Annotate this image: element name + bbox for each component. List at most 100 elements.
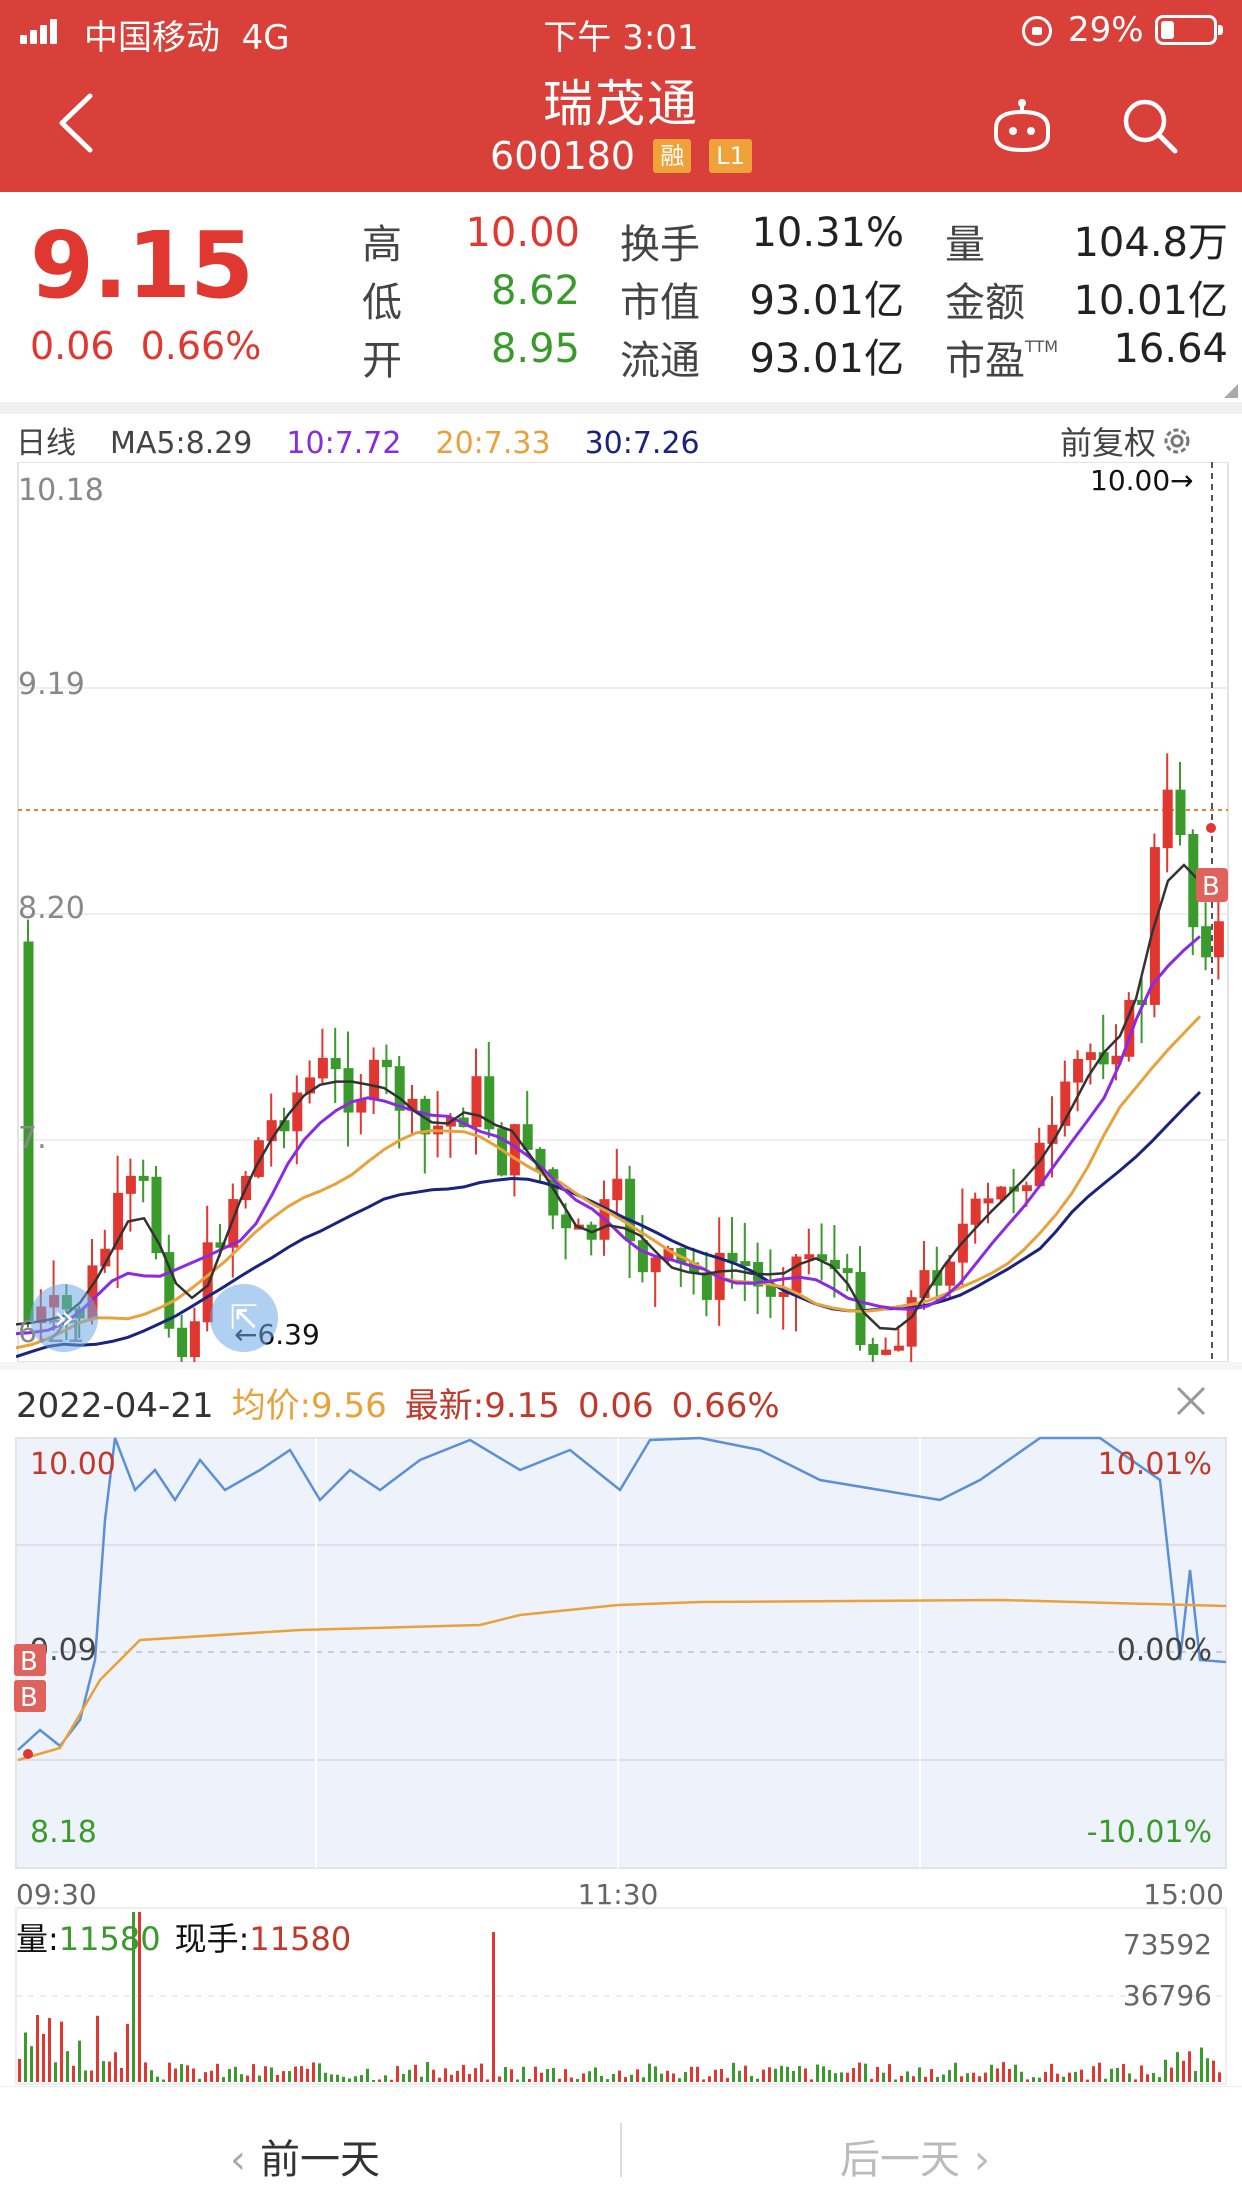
volume-bar: [276, 2074, 279, 2082]
expand-corner-icon[interactable]: [1224, 384, 1238, 398]
ma10-line: [16, 935, 1201, 1336]
turnover-label: 换手: [620, 222, 700, 268]
volume-bar: [300, 2066, 303, 2082]
volume-bar: [654, 2066, 657, 2082]
volume-bar: [210, 2070, 213, 2082]
volume-bar: [552, 2068, 555, 2082]
volume-bar: [1170, 2067, 1173, 2082]
volume-bar: [774, 2068, 777, 2082]
candle-body: [893, 1345, 904, 1351]
volume-bar: [1176, 2052, 1179, 2082]
volume-bar: [834, 2073, 837, 2082]
candle-body: [650, 1257, 661, 1273]
adjust-button[interactable]: 前复权: [1060, 418, 1194, 464]
volume-bar: [708, 2076, 711, 2082]
volume-bar: [1212, 2060, 1215, 2082]
candle-body: [945, 1261, 956, 1286]
volume-bar: [678, 2078, 681, 2082]
candle-body: [996, 1186, 1007, 1200]
prev-day-button[interactable]: ‹ 前一天: [230, 2127, 380, 2185]
y-axis-mid2: 8.20: [18, 891, 85, 926]
volume-bar: [780, 2065, 783, 2082]
volume-bar: [84, 2070, 87, 2082]
volume-bar: [1206, 2058, 1209, 2082]
volume-bar: [966, 2073, 969, 2082]
volume-bar: [900, 2075, 903, 2082]
volume-bar: [330, 2074, 333, 2082]
battery-icon: [1155, 15, 1223, 45]
volume-bar: [1134, 2079, 1137, 2082]
status-bar: 中国移动 4G 下午 3:01 29%: [0, 0, 1242, 62]
volume-bar: [672, 2073, 675, 2082]
volume-bar: [642, 2077, 645, 2082]
volume-bar: [510, 2069, 513, 2082]
candle-body: [1021, 1185, 1032, 1192]
period-label[interactable]: 日线: [16, 426, 76, 461]
pe-value: 16.64: [1113, 326, 1228, 372]
volume-bar: [336, 2074, 339, 2082]
robot-assistant-button[interactable]: [990, 98, 1054, 154]
close-button[interactable]: [1170, 1380, 1212, 1422]
ma30-legend: 30:7.26: [584, 426, 700, 461]
amount-value: 10.01亿: [1073, 278, 1228, 324]
scroll-left-button[interactable]: »: [30, 1284, 98, 1352]
intraday-divider: [0, 1362, 1242, 1370]
volume-bar: [24, 2032, 27, 2082]
y-axis-mid3: 7.: [18, 1121, 47, 1156]
volume-bar: [402, 2073, 405, 2082]
price-change: 0.06: [30, 324, 115, 368]
volume-bar: [456, 2070, 459, 2082]
volume-bar: [426, 2062, 429, 2082]
volume-max: 73592: [1123, 1928, 1212, 1961]
buy-point-dot: [1206, 823, 1216, 833]
volume-bar: [726, 2077, 729, 2082]
volume-bar: [618, 2070, 621, 2082]
volume-bar: [894, 2079, 897, 2082]
high-marker: 10.00→: [1090, 464, 1194, 497]
candle-body: [484, 1076, 495, 1130]
volume-bar: [846, 2072, 849, 2082]
volume-bar: [78, 2040, 81, 2082]
volume-bar: [738, 2070, 741, 2082]
volume-bar: [696, 2066, 699, 2082]
candle-body: [612, 1178, 623, 1201]
search-icon: [1123, 99, 1178, 154]
candle-body: [202, 1242, 213, 1323]
candle-body: [778, 1291, 789, 1297]
volume-bar: [684, 2072, 687, 2082]
volume-bar: [978, 2076, 981, 2082]
candle-body: [177, 1327, 188, 1358]
next-day-button[interactable]: 后一天 ›: [840, 2127, 990, 2185]
candle-body: [561, 1214, 572, 1229]
last-price: 最新:9.15: [404, 1386, 560, 1426]
expand-button[interactable]: ⇱: [210, 1284, 278, 1352]
volume-bar: [1140, 2065, 1143, 2082]
volume-bar: [1182, 2060, 1185, 2082]
intraday-chart[interactable]: 10.00 9.09 8.18 10.01% 0.00% -10.01% B B…: [0, 1430, 1242, 2200]
intraday-avg-line: [17, 1598, 1227, 1762]
volume-bar: [534, 2066, 537, 2082]
volume-bar: [1008, 2068, 1011, 2082]
intraday-buy-marker-1: B: [20, 1647, 38, 1677]
candle-body: [189, 1321, 200, 1358]
volume-bar: [564, 2069, 567, 2082]
volume-bar: [522, 2066, 525, 2082]
volume-bar: [348, 2078, 351, 2082]
intraday-price-bottom: 8.18: [30, 1815, 97, 1850]
candle-body: [1213, 921, 1224, 958]
volume-bar: [930, 2069, 933, 2082]
nav-divider: [620, 2123, 622, 2177]
search-button[interactable]: [1120, 96, 1180, 156]
volume-bar: [1044, 2071, 1047, 2082]
candle-body: [765, 1285, 776, 1297]
volume-bar: [1164, 2059, 1167, 2082]
volume-bar: [882, 2072, 885, 2082]
kline-chart[interactable]: 10.18 9.19 8.20 7. 6.21 10.00→ ←6.39 B: [16, 462, 1242, 1362]
candle-body: [253, 1140, 264, 1177]
volume-bar: [1074, 2071, 1077, 2082]
volume-bar: [396, 2066, 399, 2082]
back-button[interactable]: [56, 92, 112, 162]
candle-body: [970, 1198, 981, 1225]
candle-body: [548, 1169, 559, 1216]
volume-bar: [48, 2018, 51, 2082]
